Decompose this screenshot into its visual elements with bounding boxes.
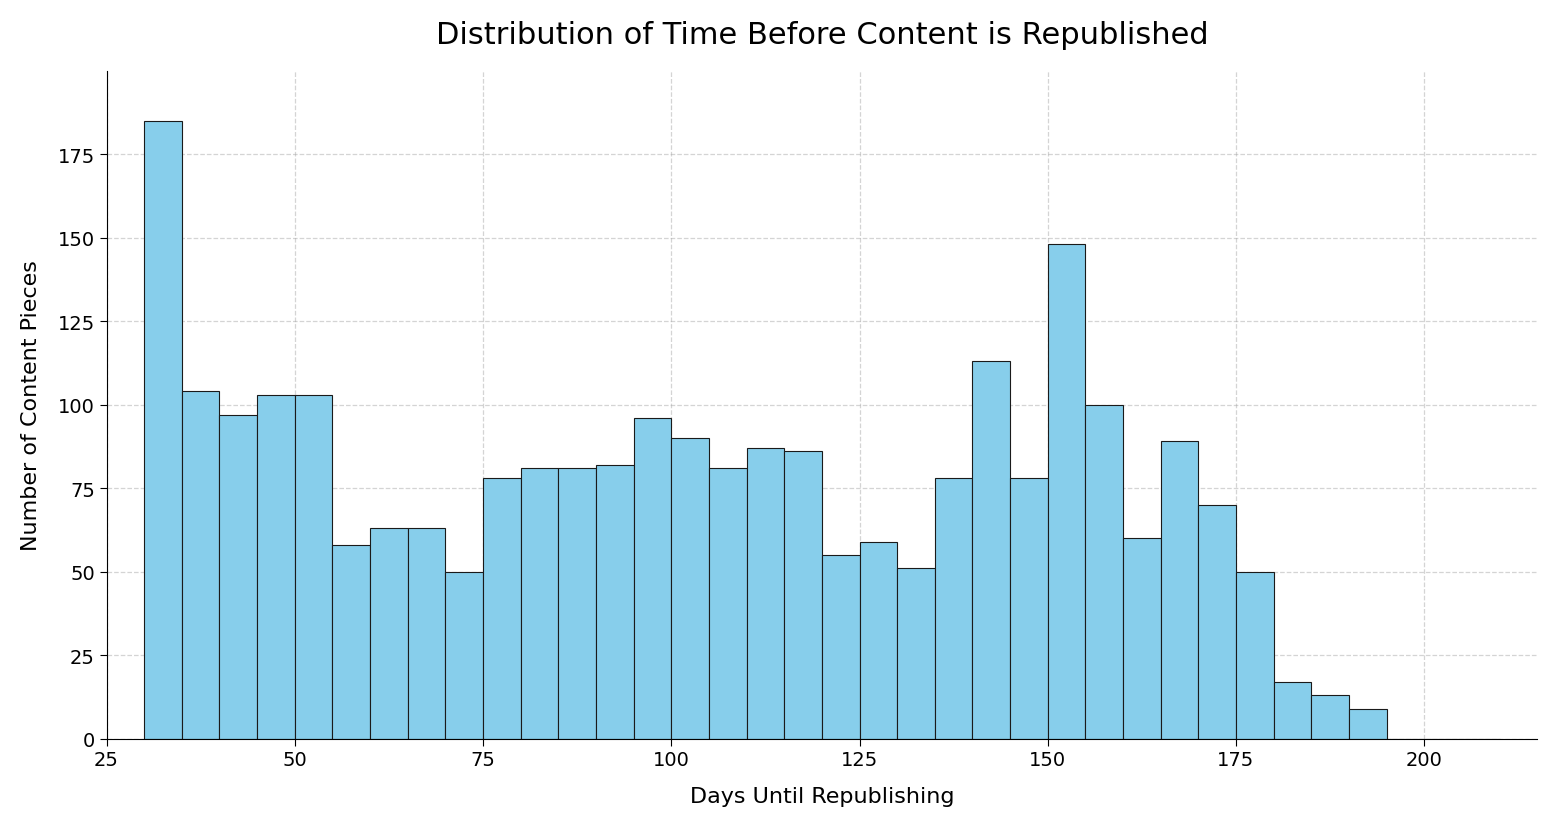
Bar <box>1010 479 1047 739</box>
Bar <box>671 438 709 739</box>
Bar <box>408 528 446 739</box>
Bar <box>1312 696 1349 739</box>
Bar <box>1349 709 1387 739</box>
Bar <box>294 395 332 739</box>
Bar <box>483 479 520 739</box>
Bar <box>746 448 784 739</box>
X-axis label: Days Until Republishing: Days Until Republishing <box>690 786 953 806</box>
Bar <box>558 469 597 739</box>
Bar <box>897 569 935 739</box>
Bar <box>332 545 371 739</box>
Bar <box>823 555 860 739</box>
Bar <box>1198 505 1235 739</box>
Bar <box>935 479 972 739</box>
Bar <box>257 395 294 739</box>
Bar <box>220 415 257 739</box>
Y-axis label: Number of Content Pieces: Number of Content Pieces <box>20 260 41 551</box>
Bar <box>1086 405 1123 739</box>
Bar <box>446 572 483 739</box>
Bar <box>597 466 634 739</box>
Bar <box>1273 682 1312 739</box>
Bar <box>634 418 671 739</box>
Bar <box>145 122 182 739</box>
Bar <box>1161 442 1198 739</box>
Bar <box>784 452 823 739</box>
Bar <box>1047 245 1086 739</box>
Bar <box>371 528 408 739</box>
Bar <box>520 469 558 739</box>
Bar <box>860 542 897 739</box>
Bar <box>1123 538 1161 739</box>
Bar <box>182 392 220 739</box>
Bar <box>709 469 746 739</box>
Bar <box>972 361 1010 739</box>
Bar <box>1235 572 1273 739</box>
Title: Distribution of Time Before Content is Republished: Distribution of Time Before Content is R… <box>436 21 1207 50</box>
